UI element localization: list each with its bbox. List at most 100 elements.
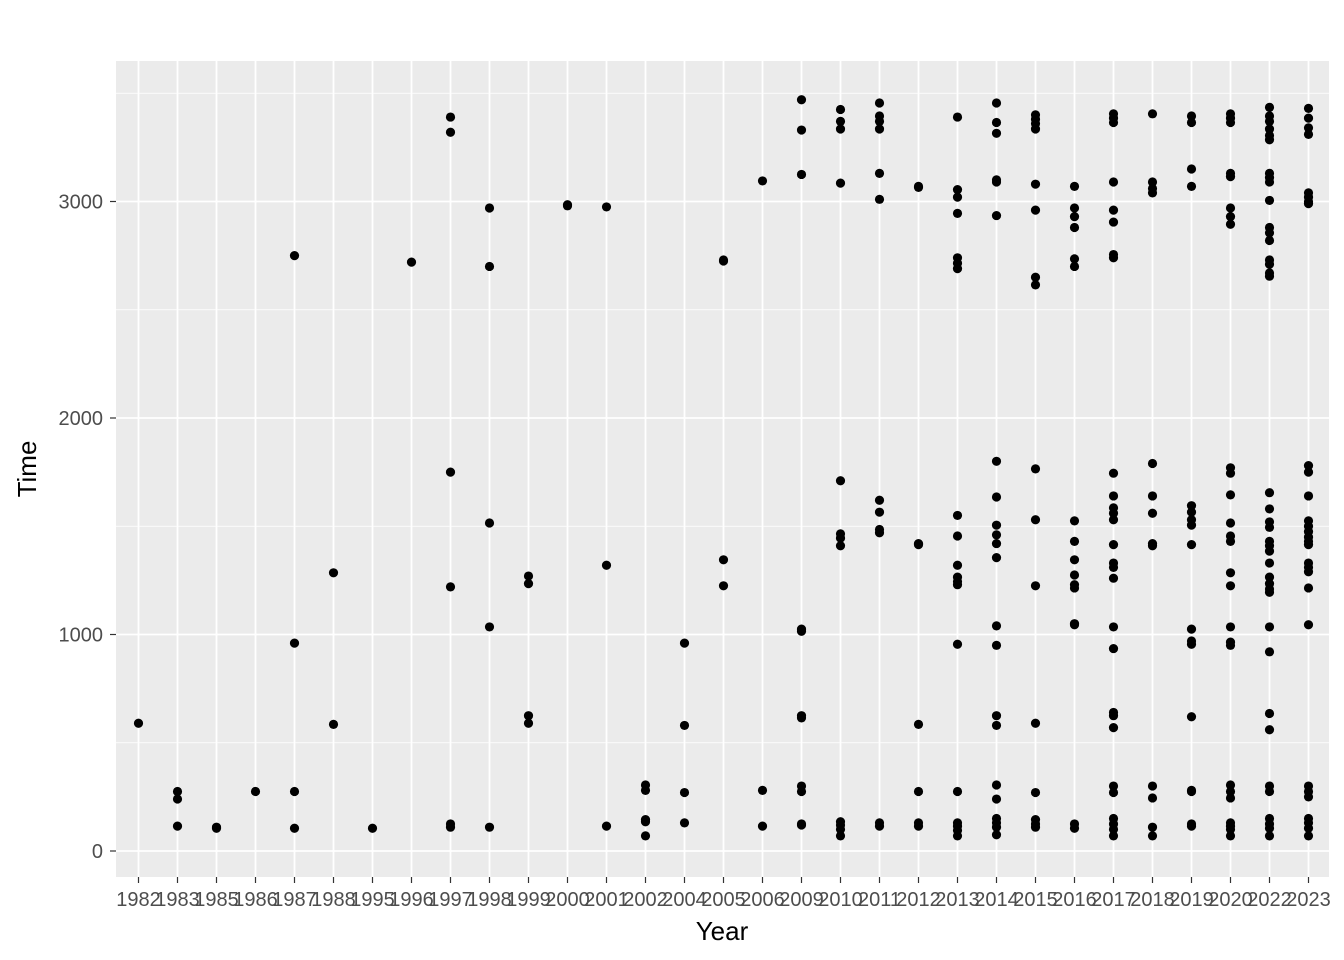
x-tick-label: 2018 (1130, 889, 1175, 911)
data-point (1186, 181, 1197, 191)
x-tick-label: 2019 (1169, 889, 1214, 911)
data-point (835, 533, 846, 543)
x-tick-label: 2006 (740, 889, 785, 911)
data-point (835, 124, 846, 134)
data-point (1108, 787, 1119, 798)
data-point (1069, 555, 1080, 565)
data-point (1225, 219, 1236, 229)
data-point (1069, 222, 1080, 233)
data-point (1225, 568, 1236, 578)
x-tick-label: 1986 (233, 889, 278, 911)
data-point (718, 581, 729, 591)
data-point (991, 621, 1002, 631)
data-point (952, 831, 963, 841)
data-point (1069, 261, 1080, 272)
data-point (172, 821, 183, 831)
data-point (1225, 536, 1236, 547)
data-point (1069, 570, 1080, 580)
x-tick-label: 2023 (1286, 889, 1331, 911)
data-point (1264, 831, 1275, 841)
data-point (1030, 718, 1041, 728)
data-point (835, 116, 846, 126)
x-axis: 1982198319851986198719881995199619971998… (116, 877, 1331, 911)
data-point (874, 495, 885, 505)
data-point (445, 822, 456, 832)
data-point (952, 112, 963, 122)
data-point (601, 821, 612, 831)
data-point (835, 476, 846, 486)
x-tick-label: 2004 (662, 889, 707, 911)
data-point (1264, 259, 1275, 269)
data-point (991, 780, 1002, 790)
data-point (1303, 792, 1314, 802)
y-axis: 0 1000 2000 3000 (59, 192, 116, 863)
data-point (1147, 177, 1158, 187)
x-tick-label: 1985 (194, 889, 239, 911)
data-point (523, 579, 534, 589)
data-point (1108, 508, 1119, 518)
data-point (1303, 620, 1314, 630)
data-point (1264, 177, 1275, 187)
x-tick-label: 1998 (467, 889, 512, 911)
data-point (1030, 280, 1041, 290)
data-point (1264, 786, 1275, 797)
data-point (1069, 823, 1080, 833)
data-point (289, 251, 300, 261)
y-tick-label: 1000 (59, 625, 104, 647)
data-point (1225, 831, 1236, 841)
x-tick-label: 2005 (701, 889, 746, 911)
x-tick-label: 2001 (584, 889, 629, 911)
data-point (1225, 581, 1236, 591)
data-point (601, 202, 612, 212)
data-point (1303, 199, 1314, 209)
data-point (1069, 181, 1080, 191)
data-point (1108, 468, 1119, 478)
y-tick-label: 3000 (59, 192, 104, 214)
data-point (1186, 507, 1197, 517)
data-point (640, 831, 651, 841)
data-point (952, 208, 963, 219)
data-point (757, 176, 768, 186)
data-point (445, 467, 456, 477)
data-point (874, 507, 885, 517)
data-point (1264, 622, 1275, 632)
data-point (1186, 821, 1197, 831)
data-point (1225, 490, 1236, 500)
data-point (445, 112, 456, 122)
data-point (1069, 620, 1080, 630)
data-point (1186, 712, 1197, 722)
data-point (1108, 831, 1119, 841)
data-point (991, 711, 1002, 721)
data-point (1264, 116, 1275, 126)
data-point (1186, 164, 1197, 174)
x-tick-label: 2015 (1013, 889, 1058, 911)
data-point (913, 786, 924, 797)
data-point (1108, 117, 1119, 128)
data-point (1264, 504, 1275, 514)
data-point (1030, 124, 1041, 134)
major-gridlines (116, 61, 1329, 877)
data-point (835, 178, 846, 188)
data-point (796, 713, 807, 723)
data-point (1108, 711, 1119, 721)
data-point (718, 256, 729, 266)
data-point (952, 510, 963, 521)
data-point (1147, 491, 1158, 501)
data-point (640, 785, 651, 795)
data-point (1147, 508, 1158, 518)
data-point (523, 571, 534, 581)
x-axis-title: Year (696, 916, 749, 946)
data-point (1264, 708, 1275, 719)
data-point (1108, 622, 1119, 632)
data-point (1264, 135, 1275, 145)
data-point (1030, 205, 1041, 215)
data-point (874, 194, 885, 204)
data-point (1108, 824, 1119, 834)
data-point (1225, 640, 1236, 650)
data-point (1147, 831, 1158, 841)
data-point (484, 261, 495, 272)
data-point (874, 821, 885, 831)
data-point (1303, 103, 1314, 114)
data-point (991, 538, 1002, 549)
